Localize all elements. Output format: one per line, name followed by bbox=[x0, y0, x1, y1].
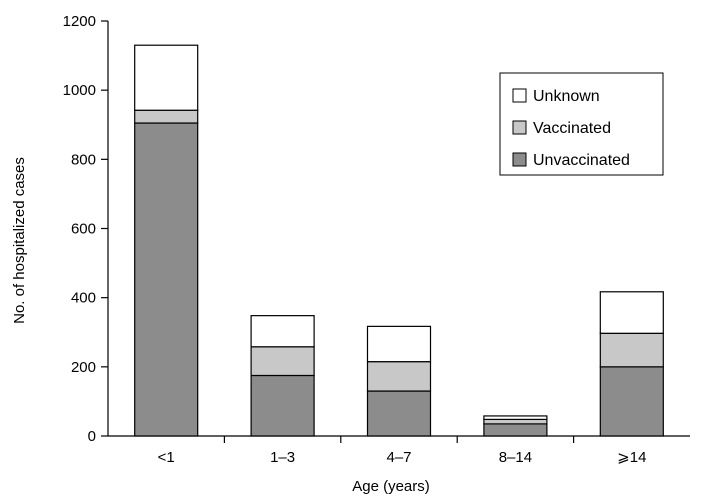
legend-label-unvaccinated: Unvaccinated bbox=[533, 152, 630, 169]
y-ticks: 0 200 400 600 800 1000 1200 bbox=[63, 13, 108, 445]
x-ticks: <1 1–3 4–7 8–14 ⩾14 bbox=[158, 436, 646, 466]
bar-segment-vaccinated bbox=[134, 109, 199, 124]
y-tick-label: 800 bbox=[71, 151, 96, 168]
y-tick-label: 600 bbox=[71, 221, 96, 238]
y-axis-title: No. of hospitalized cases bbox=[11, 157, 28, 324]
bar-segment-vaccinated bbox=[599, 332, 664, 368]
x-tick-label: ⩾14 bbox=[617, 449, 646, 466]
bar-segment-unvaccinated bbox=[599, 366, 664, 437]
bar-segment-vaccinated bbox=[483, 418, 548, 425]
y-tick-label: 200 bbox=[71, 359, 96, 376]
y-tick-label: 0 bbox=[88, 428, 96, 445]
bar-segment-unvaccinated bbox=[250, 374, 315, 437]
x-tick-label: 8–14 bbox=[499, 449, 532, 466]
x-tick-label: 1–3 bbox=[270, 449, 295, 466]
bar-segment-unknown bbox=[250, 315, 315, 348]
legend-label-unknown: Unknown bbox=[533, 88, 600, 105]
legend-swatch-unknown bbox=[512, 88, 527, 103]
y-tick-label: 400 bbox=[71, 290, 96, 307]
legend-box bbox=[499, 72, 664, 176]
bars bbox=[134, 44, 664, 437]
bar-segment-unknown bbox=[599, 291, 664, 334]
bar-segment-unknown bbox=[366, 325, 432, 363]
legend-swatch-vaccinated bbox=[512, 120, 527, 135]
bar-segment-unknown bbox=[483, 415, 548, 421]
legend-swatch-unvaccinated bbox=[512, 152, 527, 167]
bar-segment-vaccinated bbox=[366, 361, 432, 392]
x-axis-title: Age (years) bbox=[352, 478, 430, 495]
legend-label-vaccinated: Vaccinated bbox=[533, 120, 611, 137]
y-tick-label: 1000 bbox=[63, 82, 96, 99]
y-tick-label: 1200 bbox=[63, 13, 96, 30]
x-tick-label: <1 bbox=[158, 449, 175, 466]
legend: Unknown Vaccinated Unvaccinated bbox=[499, 72, 664, 176]
bar-segment-vaccinated bbox=[250, 346, 315, 377]
x-tick-label: 4–7 bbox=[386, 449, 411, 466]
bar-segment-unvaccinated bbox=[366, 390, 432, 437]
bar-segment-unvaccinated bbox=[483, 423, 548, 437]
bar-segment-unknown bbox=[134, 44, 199, 111]
bar-segment-unvaccinated bbox=[134, 122, 199, 437]
